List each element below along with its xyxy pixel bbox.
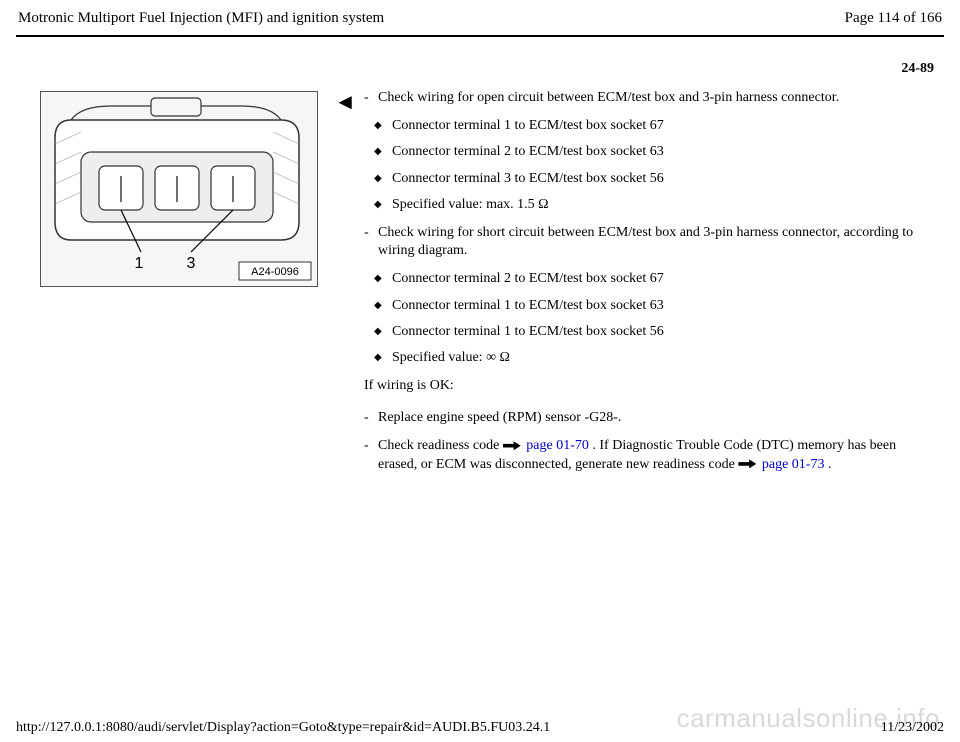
- bullet-item: ◆Connector terminal 2 to ECM/test box so…: [364, 270, 924, 288]
- page-number-label: Page 114 of 166: [845, 10, 942, 27]
- footer-date: 11/23/2002: [881, 720, 944, 736]
- step-replace-sensor: - Replace engine speed (RPM) sensor -G28…: [364, 409, 924, 427]
- bullet-item: ◆Connector terminal 1 to ECM/test box so…: [364, 117, 924, 135]
- bullet-item: ◆Connector terminal 1 to ECM/test box so…: [364, 323, 924, 341]
- step-readiness-code: - Check readiness code page 01-70 . If D…: [364, 437, 924, 473]
- footer-url: http://127.0.0.1:8080/audi/servlet/Displ…: [16, 720, 550, 736]
- bullet-item: ◆Connector terminal 3 to ECM/test box so…: [364, 170, 924, 188]
- connector-illustration: 1 3 A24-0096: [40, 91, 318, 287]
- link-page-01-73[interactable]: page 01-73: [762, 457, 825, 472]
- step-short-circuit: - Check wiring for short circuit between…: [364, 224, 924, 260]
- link-arrow-icon: [738, 457, 758, 472]
- page-title: Motronic Multiport Fuel Injection (MFI) …: [18, 10, 384, 27]
- bullet-item: ◆Connector terminal 1 to ECM/test box so…: [364, 297, 924, 315]
- bullet-item: ◆Specified value: max. 1.5 Ω: [364, 196, 924, 214]
- figure-label-3: 3: [187, 255, 196, 272]
- pointer-arrow-icon: ◄: [326, 87, 356, 115]
- link-arrow-icon: [503, 438, 523, 453]
- section-number: 24-89: [16, 43, 944, 87]
- instruction-text: - Check wiring for open circuit between …: [356, 87, 944, 484]
- header-rule: [16, 35, 944, 37]
- link-page-01-70[interactable]: page 01-70: [526, 438, 589, 453]
- step-open-circuit: - Check wiring for open circuit between …: [364, 89, 924, 107]
- bullet-item: ◆Connector terminal 2 to ECM/test box so…: [364, 143, 924, 161]
- figure-label-1: 1: [135, 255, 144, 272]
- bullet-item: ◆Specified value: ∞ Ω: [364, 349, 924, 367]
- if-wiring-ok: If wiring is OK:: [364, 377, 924, 395]
- figure-ref: A24-0096: [251, 266, 299, 278]
